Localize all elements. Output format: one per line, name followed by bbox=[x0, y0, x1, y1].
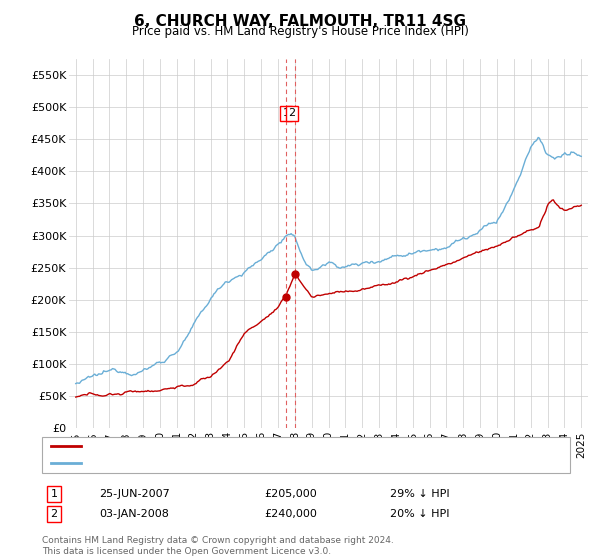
Text: 6, CHURCH WAY, FALMOUTH, TR11 4SG (detached house): 6, CHURCH WAY, FALMOUTH, TR11 4SG (detac… bbox=[87, 441, 386, 451]
Text: HPI: Average price, detached house, Cornwall: HPI: Average price, detached house, Corn… bbox=[87, 458, 325, 468]
Text: 2: 2 bbox=[289, 109, 295, 118]
Text: Price paid vs. HM Land Registry's House Price Index (HPI): Price paid vs. HM Land Registry's House … bbox=[131, 25, 469, 38]
Text: This data is licensed under the Open Government Licence v3.0.: This data is licensed under the Open Gov… bbox=[42, 547, 331, 556]
Text: 6, CHURCH WAY, FALMOUTH, TR11 4SG: 6, CHURCH WAY, FALMOUTH, TR11 4SG bbox=[134, 14, 466, 29]
Text: 20% ↓ HPI: 20% ↓ HPI bbox=[390, 509, 449, 519]
Text: 25-JUN-2007: 25-JUN-2007 bbox=[99, 489, 170, 499]
Text: £240,000: £240,000 bbox=[264, 509, 317, 519]
Text: 29% ↓ HPI: 29% ↓ HPI bbox=[390, 489, 449, 499]
Text: 1: 1 bbox=[50, 489, 58, 499]
Text: 1: 1 bbox=[283, 109, 290, 118]
Text: £205,000: £205,000 bbox=[264, 489, 317, 499]
Text: Contains HM Land Registry data © Crown copyright and database right 2024.: Contains HM Land Registry data © Crown c… bbox=[42, 536, 394, 545]
Text: 03-JAN-2008: 03-JAN-2008 bbox=[99, 509, 169, 519]
Text: 2: 2 bbox=[50, 509, 58, 519]
